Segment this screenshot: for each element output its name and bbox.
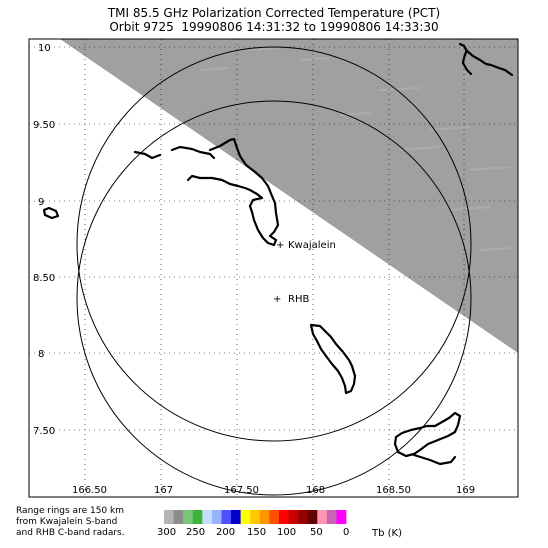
colorbar-swatch bbox=[164, 510, 174, 524]
colorbar-swatch bbox=[259, 510, 270, 524]
swath-area bbox=[60, 39, 518, 353]
colorbar-swatch bbox=[317, 510, 328, 524]
lon-tick-label: 166.50 bbox=[72, 485, 107, 496]
colorbar-label: 250 bbox=[186, 527, 205, 538]
map-title-line-1: TMI 85.5 GHz Polarization Corrected Temp… bbox=[107, 6, 441, 20]
lon-tick-label: 167.50 bbox=[224, 485, 259, 496]
kwajalein-label: Kwajalein bbox=[288, 240, 336, 251]
rhb-marker: + RHB bbox=[273, 294, 309, 305]
swath-texture bbox=[199, 47, 511, 251]
swath-polygon bbox=[60, 39, 518, 353]
colorbar-swatch bbox=[307, 510, 318, 524]
lat-tick-label: 9 bbox=[38, 197, 44, 208]
kwajalein-marker: + Kwajalein bbox=[276, 240, 336, 251]
lon-tick-labels: 166.50 167 167.50 168 168.50 169 bbox=[72, 485, 475, 496]
colorbar-swatch bbox=[288, 510, 299, 524]
lon-tick-label: 168.50 bbox=[376, 485, 411, 496]
colorbar-label: 50 bbox=[310, 527, 323, 538]
kwajalein-range-ring bbox=[76, 46, 472, 442]
colorbar-unit: Tb (K) bbox=[371, 528, 402, 539]
kwajalein-atoll-coast bbox=[133, 137, 280, 247]
colorbar-swatch bbox=[231, 510, 241, 524]
range-ring-note-line: from Kwajalein S-band bbox=[16, 517, 118, 527]
colorbar-swatch bbox=[192, 510, 203, 524]
range-ring-note: Range rings are 150 km from Kwajalein S-… bbox=[16, 506, 125, 539]
kwajalein-plus: + bbox=[276, 240, 284, 251]
lat-tick-label: 9.50 bbox=[33, 120, 55, 131]
rhb-plus: + bbox=[273, 294, 281, 305]
map-frame bbox=[28, 38, 519, 498]
colorbar-label: 0 bbox=[343, 527, 349, 538]
lon-tick-label: 167 bbox=[154, 485, 173, 496]
colorbar-labels: 300 250 200 150 100 50 0 Tb (K) bbox=[157, 527, 402, 539]
colorbar-swatch bbox=[173, 510, 184, 524]
coastlines bbox=[42, 42, 514, 466]
map-title-line-2: Orbit 9725 19990806 14:31:32 to 19990806… bbox=[109, 20, 439, 34]
lat-tick-label: 8.50 bbox=[33, 273, 55, 284]
range-rings bbox=[76, 46, 472, 496]
colorbar-label: 200 bbox=[216, 527, 235, 538]
colorbar-swatch bbox=[183, 510, 194, 524]
lat-tick-labels: 10 9.50 9 8.50 8 7.50 bbox=[33, 43, 55, 437]
range-ring-note-line: Range rings are 150 km bbox=[16, 506, 124, 516]
colorbar-swatch bbox=[240, 510, 251, 524]
range-ring-note-line: and RHB C-band radars. bbox=[16, 528, 125, 538]
lat-tick-label: 7.50 bbox=[33, 426, 55, 437]
colorbar-swatch bbox=[336, 510, 347, 524]
ailinglaplap-island-coast bbox=[458, 42, 514, 77]
colorbar-swatch bbox=[278, 510, 289, 524]
colorbar-swatch bbox=[211, 510, 222, 524]
lat-tick-label: 8 bbox=[38, 349, 44, 360]
ujae-atoll-coast bbox=[309, 323, 357, 395]
lae-island-coast bbox=[42, 206, 60, 220]
colorbar-label: 150 bbox=[247, 527, 266, 538]
colorbar-swatch bbox=[269, 510, 280, 524]
colorbar-swatch bbox=[250, 510, 261, 524]
lon-tick-label: 168 bbox=[306, 485, 325, 496]
rhb-range-ring bbox=[76, 100, 472, 496]
lat-tick-label: 10 bbox=[38, 43, 51, 54]
namu-atoll-coast bbox=[393, 411, 462, 466]
colorbar bbox=[164, 510, 347, 524]
lon-tick-label: 169 bbox=[456, 485, 475, 496]
colorbar-label: 300 bbox=[157, 527, 176, 538]
colorbar-swatch bbox=[221, 510, 232, 524]
colorbar-swatch bbox=[298, 510, 308, 524]
colorbar-swatch bbox=[202, 510, 213, 524]
colorbar-swatch bbox=[326, 510, 337, 524]
colorbar-label: 100 bbox=[277, 527, 296, 538]
rhb-label: RHB bbox=[288, 294, 309, 305]
